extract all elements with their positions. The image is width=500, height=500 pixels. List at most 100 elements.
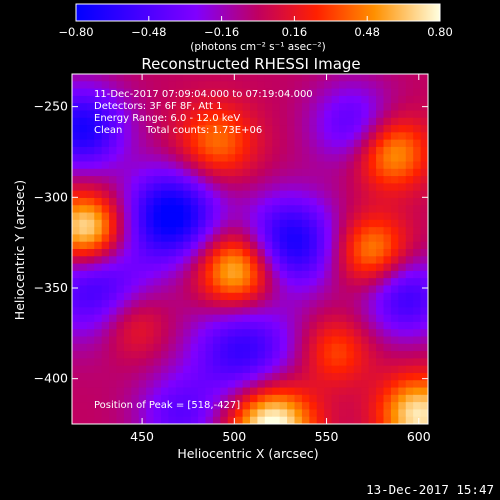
- heatmap-pixel: [116, 263, 125, 272]
- heatmap-pixel: [146, 387, 154, 396]
- heatmap-pixel: [301, 227, 310, 235]
- heatmap-pixel: [86, 227, 95, 235]
- heatmap-pixel: [368, 205, 377, 213]
- heatmap-pixel: [131, 263, 140, 272]
- heatmap-pixel: [420, 292, 429, 301]
- heatmap-pixel: [153, 146, 162, 155]
- heatmap-pixel: [287, 365, 295, 374]
- heatmap-pixel: [94, 314, 103, 323]
- heatmap-pixel: [301, 380, 310, 388]
- heatmap-pixel: [339, 278, 347, 286]
- heatmap-pixel: [198, 154, 206, 162]
- heatmap-pixel: [250, 387, 258, 396]
- heatmap-pixel: [220, 103, 229, 111]
- heatmap-pixel: [294, 394, 303, 403]
- heatmap-pixel: [331, 154, 340, 162]
- heatmap-pixel: [405, 300, 414, 308]
- heatmap-pixel: [390, 292, 399, 301]
- heatmap-pixel: [205, 358, 214, 367]
- heatmap-pixel: [161, 402, 169, 410]
- heatmap-pixel: [183, 336, 192, 345]
- heatmap-pixel: [264, 183, 273, 192]
- heatmap-pixel: [368, 227, 377, 235]
- heatmap-pixel: [250, 416, 258, 425]
- heatmap-pixel: [153, 117, 162, 126]
- heatmap-pixel: [109, 190, 117, 199]
- heatmap-pixel: [339, 307, 347, 316]
- heatmap-pixel: [190, 351, 199, 359]
- heatmap-pixel: [175, 314, 184, 323]
- heatmap-pixel: [301, 387, 310, 396]
- heatmap-pixel: [94, 117, 103, 126]
- heatmap-pixel: [413, 321, 421, 330]
- heatmap-pixel: [101, 227, 110, 235]
- heatmap-pixel: [316, 292, 325, 301]
- heatmap-pixel: [235, 358, 243, 367]
- heatmap-pixel: [242, 95, 251, 104]
- heatmap-pixel: [353, 95, 362, 104]
- heatmap-pixel: [324, 88, 332, 97]
- heatmap-pixel: [287, 234, 295, 243]
- heatmap-pixel: [383, 74, 392, 82]
- heatmap-pixel: [116, 307, 125, 316]
- heatmap-pixel: [294, 270, 303, 279]
- heatmap-pixel: [198, 256, 206, 264]
- heatmap-pixel: [383, 132, 392, 141]
- heatmap-pixel: [86, 154, 95, 162]
- heatmap-pixel: [212, 168, 221, 177]
- heatmap-pixel: [413, 197, 421, 206]
- heatmap-pixel: [376, 190, 384, 199]
- y-tick-label: −250: [34, 99, 68, 114]
- heatmap-pixel: [168, 95, 177, 104]
- heatmap-pixel: [264, 336, 273, 345]
- heatmap-pixel: [279, 380, 288, 388]
- heatmap-pixel: [405, 256, 414, 264]
- heatmap-pixel: [301, 343, 310, 352]
- heatmap-pixel: [123, 95, 132, 104]
- heatmap-pixel: [79, 387, 88, 396]
- heatmap-pixel: [257, 314, 266, 323]
- heatmap-pixel: [376, 394, 384, 403]
- heatmap-pixel: [398, 183, 407, 192]
- heatmap-pixel: [198, 227, 206, 235]
- heatmap-pixel: [131, 154, 140, 162]
- colorbar-tick-label: 0.48: [354, 25, 380, 39]
- heatmap-pixel: [138, 343, 147, 352]
- heatmap-pixel: [72, 402, 80, 410]
- heatmap-pixel: [398, 74, 407, 82]
- heatmap-pixel: [190, 270, 199, 279]
- heatmap-pixel: [227, 351, 236, 359]
- heatmap-pixel: [413, 168, 421, 177]
- heatmap-pixel: [183, 241, 192, 250]
- heatmap-pixel: [390, 307, 399, 316]
- heatmap-pixel: [161, 292, 169, 301]
- heatmap-pixel: [86, 168, 95, 177]
- heatmap-pixel: [413, 74, 421, 82]
- heatmap-pixel: [279, 95, 288, 104]
- heatmap-pixel: [205, 402, 214, 410]
- heatmap-pixel: [361, 161, 370, 170]
- heatmap-pixel: [376, 292, 384, 301]
- heatmap-pixel: [86, 314, 95, 323]
- heatmap-pixel: [242, 154, 251, 162]
- heatmap-pixel: [272, 219, 281, 228]
- heatmap-pixel: [272, 132, 281, 141]
- heatmap-pixel: [123, 416, 132, 425]
- heatmap-pixel: [138, 409, 147, 418]
- heatmap-pixel: [361, 227, 370, 235]
- heatmap-pixel: [339, 95, 347, 104]
- heatmap-pixel: [376, 205, 384, 213]
- heatmap-pixel: [161, 146, 169, 155]
- heatmap-pixel: [205, 409, 214, 418]
- heatmap-pixel: [257, 307, 266, 316]
- heatmap-pixel: [287, 168, 295, 177]
- heatmap-pixel: [212, 176, 221, 184]
- heatmap-pixel: [257, 103, 266, 111]
- heatmap-pixel: [331, 387, 340, 396]
- heatmap-pixel: [205, 336, 214, 345]
- heatmap-pixel: [72, 110, 80, 119]
- heatmap-pixel: [101, 358, 110, 367]
- heatmap-pixel: [279, 343, 288, 352]
- heatmap-pixel: [287, 212, 295, 221]
- heatmap-pixel: [131, 205, 140, 213]
